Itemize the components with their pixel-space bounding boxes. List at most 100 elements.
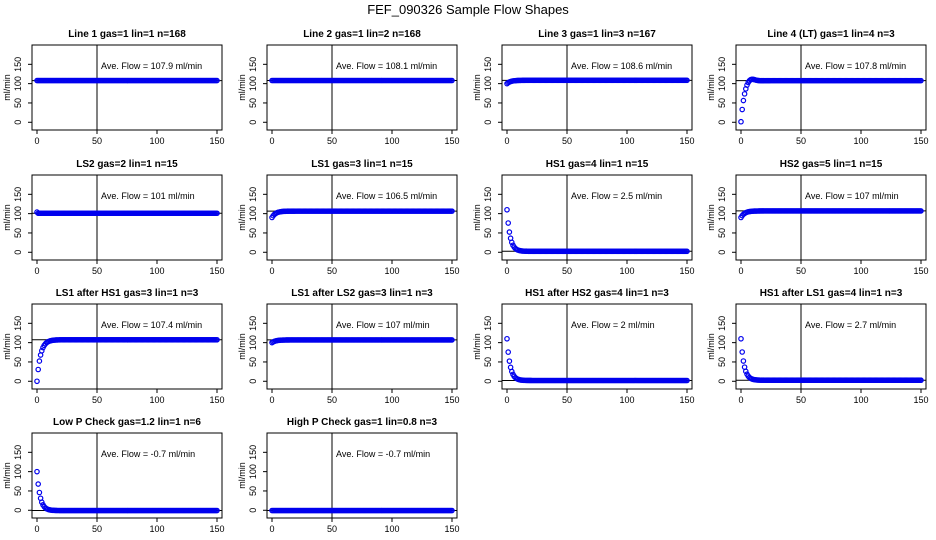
y-tick-label: 0 (483, 120, 493, 125)
plot-frame (266, 303, 458, 390)
data-point (684, 77, 690, 84)
x-tick-label: 150 (209, 136, 224, 146)
y-axis-label: ml/min (2, 204, 12, 231)
x-tick-label: 0 (34, 395, 39, 405)
data-point (214, 336, 220, 343)
panel-4: Line 4 (LT) gas=1 lin=4 n=3 ml/min 0 50 100 1… (706, 29, 929, 146)
x-tick-label: 150 (679, 395, 694, 405)
x-tick-label: 0 (269, 524, 274, 534)
y-tick-label: 50 (248, 98, 258, 108)
y-axis-label: ml/min (706, 204, 716, 231)
y-tick-label: 150 (483, 316, 493, 331)
y-tick-label: 0 (13, 508, 23, 513)
x-tick-label: 0 (738, 136, 743, 146)
y-tick-label: 100 (248, 335, 258, 350)
ave-flow-annotation: Ave. Flow = 107.8 ml/min (805, 61, 906, 71)
y-tick-label: 0 (483, 250, 493, 255)
panel-title: Line 3 gas=1 lin=3 n=167 (538, 29, 656, 40)
y-axis-label: ml/min (237, 204, 247, 231)
data-point (449, 337, 455, 343)
ave-flow-annotation: Ave. Flow = 2 ml/min (571, 320, 655, 330)
y-tick-label: 150 (717, 316, 727, 331)
y-tick-label: 50 (717, 357, 727, 367)
y-tick-label: 100 (248, 206, 258, 221)
data-point (506, 358, 513, 364)
x-tick-label: 50 (562, 266, 572, 276)
y-tick-label: 0 (717, 250, 727, 255)
data-point (36, 489, 43, 496)
y-tick-label: 100 (13, 335, 23, 350)
data-point (506, 229, 513, 235)
x-tick-label: 100 (149, 136, 164, 146)
x-tick-label: 150 (444, 395, 459, 405)
ave-flow-annotation: Ave. Flow = 106.5 ml/min (336, 191, 437, 201)
ave-flow-annotation: Ave. Flow = -0.7 ml/min (101, 449, 195, 459)
panel-14: High P Check gas=1 lin=0.8 n=3 ml/min 0 50 1… (237, 417, 460, 534)
y-tick-label: 50 (13, 357, 23, 367)
data-point (741, 91, 748, 97)
x-tick-label: 150 (913, 266, 928, 276)
y-tick-label: 50 (13, 228, 23, 238)
plot-frame (735, 303, 927, 390)
data-point (918, 208, 924, 214)
x-tick-label: 50 (92, 524, 102, 534)
x-tick-label: 100 (384, 136, 399, 146)
ave-flow-annotation: Ave. Flow = 107.9 ml/min (101, 61, 202, 71)
x-tick-label: 150 (444, 136, 459, 146)
x-tick-label: 100 (853, 395, 868, 405)
y-axis-label: ml/min (2, 333, 12, 360)
panel-title: HS1 after LS1 gas=4 lin=1 n=3 (760, 288, 903, 299)
y-axis-label: ml/min (237, 333, 247, 360)
y-tick-label: 150 (483, 57, 493, 72)
y-tick-label: 150 (13, 316, 23, 331)
plot-frame (266, 44, 458, 131)
y-tick-label: 0 (248, 250, 258, 255)
plot-frame (501, 174, 693, 261)
x-tick-label: 50 (327, 395, 337, 405)
y-tick-label: 50 (483, 357, 493, 367)
y-tick-label: 150 (483, 187, 493, 202)
plot-frame (31, 432, 223, 519)
x-tick-label: 0 (269, 266, 274, 276)
data-point (214, 77, 220, 84)
x-tick-label: 100 (619, 266, 634, 276)
panel-title: HS1 after HS2 gas=4 lin=1 n=3 (525, 288, 669, 299)
y-tick-label: 150 (13, 445, 23, 460)
panel-11: HS1 after HS2 gas=4 lin=1 n=3 ml/min 0 50 10… (472, 288, 695, 405)
data-point (504, 206, 510, 213)
y-tick-label: 100 (483, 76, 493, 91)
data-point (505, 220, 512, 226)
plot-frame (266, 174, 458, 261)
x-tick-label: 150 (444, 266, 459, 276)
y-tick-label: 100 (483, 335, 493, 350)
ave-flow-annotation: Ave. Flow = -0.7 ml/min (336, 449, 430, 459)
y-tick-label: 150 (13, 187, 23, 202)
data-point (214, 507, 220, 514)
x-tick-label: 50 (327, 266, 337, 276)
x-tick-label: 0 (504, 395, 509, 405)
x-tick-label: 0 (34, 524, 39, 534)
x-tick-label: 150 (209, 395, 224, 405)
data-point (742, 368, 749, 375)
panel-7: HS1 gas=4 lin=1 n=15 ml/min 0 50 100 150 0 50 10… (472, 159, 695, 276)
y-tick-label: 0 (717, 379, 727, 384)
x-tick-label: 100 (384, 395, 399, 405)
y-axis-label: ml/min (472, 333, 482, 360)
y-tick-label: 50 (248, 486, 258, 496)
ave-flow-annotation: Ave. Flow = 107 ml/min (805, 191, 899, 201)
y-axis-label: ml/min (237, 462, 247, 489)
x-tick-label: 50 (327, 524, 337, 534)
panel-title: Line 1 gas=1 lin=1 n=168 (68, 29, 186, 40)
panel-3: Line 3 gas=1 lin=3 n=167 ml/min 0 50 100 150 0… (472, 29, 695, 146)
data-point (505, 349, 512, 355)
x-tick-label: 150 (913, 395, 928, 405)
y-tick-label: 50 (483, 228, 493, 238)
x-tick-label: 100 (853, 136, 868, 146)
x-tick-label: 0 (269, 395, 274, 405)
x-tick-label: 150 (913, 136, 928, 146)
x-tick-label: 50 (92, 266, 102, 276)
data-point (684, 248, 690, 255)
x-tick-label: 100 (384, 524, 399, 534)
x-tick-label: 100 (384, 266, 399, 276)
y-axis-label: ml/min (472, 74, 482, 101)
